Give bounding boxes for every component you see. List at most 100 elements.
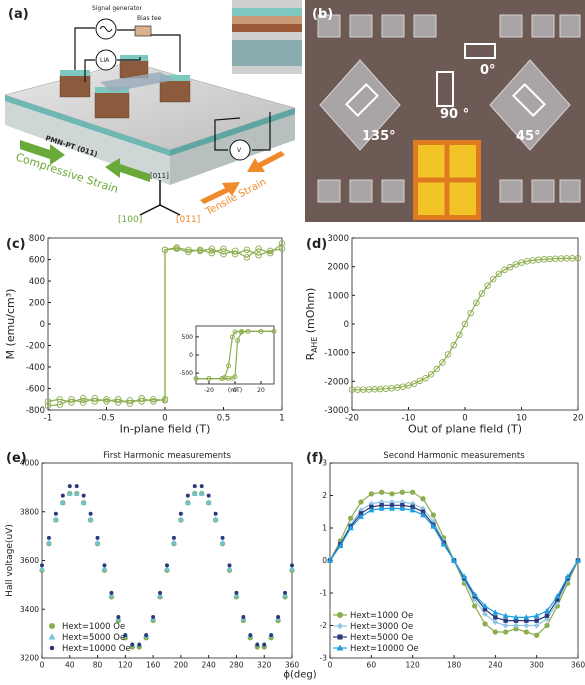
data-point <box>241 615 246 620</box>
data-point <box>420 511 426 518</box>
data-point <box>243 254 251 261</box>
data-point <box>161 396 169 403</box>
data-point <box>484 282 491 289</box>
data-point <box>220 250 227 258</box>
data-point <box>94 539 101 545</box>
data-point <box>109 590 114 595</box>
axis-label: [011] <box>150 172 169 180</box>
x-axis-label: In-plane field (T) <box>120 423 211 436</box>
data-point <box>243 246 251 254</box>
panel-label: (c) <box>6 237 26 252</box>
x-axis-label: Out of plane field (T) <box>408 423 522 436</box>
y-tick-label: 0 <box>344 320 349 330</box>
data-point <box>255 642 260 647</box>
x-tick-label: 200 <box>174 661 189 670</box>
data-point <box>233 592 240 598</box>
x-tick-label: 40 <box>65 661 75 670</box>
y-tick-label: -600 <box>26 384 45 394</box>
data-point <box>444 351 452 358</box>
data-point <box>103 396 110 403</box>
data-point <box>198 490 205 496</box>
data-point <box>165 563 169 568</box>
x-tick-label: -10 <box>402 414 416 424</box>
x-tick-label: 360 <box>571 661 585 670</box>
data-point <box>184 499 191 505</box>
data-point <box>358 513 364 519</box>
data-point <box>409 506 416 513</box>
y-axis-label-unit: (mOhm) <box>304 288 317 337</box>
data-point <box>482 602 488 609</box>
data-point <box>533 612 540 618</box>
data-point <box>267 249 274 257</box>
y-tick-label: 4000 <box>20 459 39 468</box>
legend-marker <box>336 611 344 619</box>
y-tick-label: 1000 <box>327 291 349 301</box>
series-line <box>196 330 274 380</box>
signal-generator-label: Signal generator <box>92 5 142 12</box>
data-point <box>282 592 289 598</box>
data-point <box>239 328 244 334</box>
data-point <box>44 402 52 409</box>
y-tick-label: -2000 <box>324 377 349 387</box>
y-axis-label: RAHE (mOhm) <box>304 288 319 361</box>
x-tick-label: 80 <box>93 661 103 670</box>
data-point <box>226 363 231 369</box>
data-point <box>138 394 145 402</box>
data-point <box>440 541 447 547</box>
data-point <box>513 622 519 629</box>
data-point <box>157 592 164 598</box>
data-point <box>348 515 354 521</box>
data-point <box>231 247 239 255</box>
data-point <box>430 523 437 529</box>
data-point <box>227 563 232 568</box>
data-point <box>575 557 581 563</box>
data-point <box>178 511 183 516</box>
data-point <box>130 642 135 647</box>
data-point <box>60 493 65 498</box>
x-tick-label: 0 <box>328 661 333 670</box>
x-tick-label: -20 <box>204 387 214 394</box>
data-point <box>150 398 157 405</box>
x-tick-label: 360 <box>285 661 300 670</box>
data-point <box>416 377 424 385</box>
y-tick-label: 0 <box>322 556 327 565</box>
data-point <box>196 247 204 255</box>
data-point <box>533 622 540 629</box>
data-point <box>502 612 509 618</box>
data-point <box>427 370 435 378</box>
data-point <box>430 512 436 518</box>
data-point <box>123 633 128 638</box>
x-tick-label: 60 <box>367 661 377 670</box>
data-point <box>471 591 478 597</box>
data-point <box>389 491 395 497</box>
data-point <box>205 499 212 505</box>
data-point <box>226 565 233 572</box>
data-point <box>544 607 550 614</box>
y-tick-label: 0 <box>40 320 45 330</box>
data-point <box>554 593 561 599</box>
y-axis-label: Hall voltage(uV) <box>5 524 15 597</box>
x-tick-label: -20 <box>345 414 359 424</box>
data-point <box>81 493 86 498</box>
data-point <box>59 499 66 505</box>
data-point <box>399 489 405 495</box>
y-tick-label: -400 <box>26 363 45 373</box>
series-line <box>47 242 283 407</box>
data-point <box>490 275 497 283</box>
data-point <box>46 535 51 540</box>
y-tick-label: 0 <box>189 352 193 359</box>
x-tick-label: -1 <box>44 414 52 424</box>
y-axis-label-text: M (emu/cm³) <box>4 289 17 360</box>
axis-label: [100] <box>118 215 142 225</box>
legend-marker <box>336 644 344 651</box>
data-point <box>219 376 225 382</box>
data-point <box>161 246 169 254</box>
data-point <box>173 244 180 251</box>
legend-label: Hext=5000 Oe <box>350 633 413 643</box>
angle-label: 0° <box>480 63 496 78</box>
data-point <box>410 380 418 387</box>
y-tick-label: -3 <box>320 654 328 663</box>
data-point <box>245 328 251 334</box>
angle-label: 45° <box>516 129 541 144</box>
data-point <box>439 359 446 366</box>
